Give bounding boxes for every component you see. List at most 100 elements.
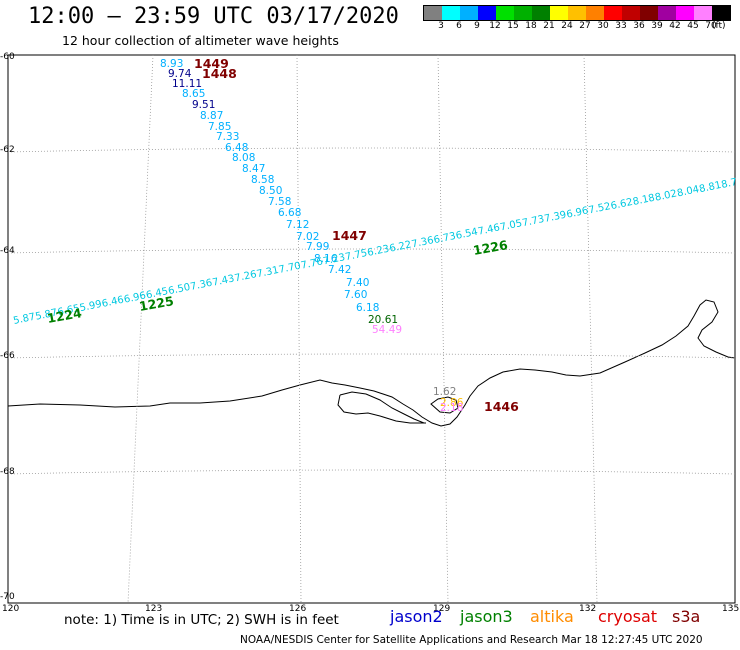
crossing-track-value: 7.36 [411,235,435,250]
map-frame [7,54,736,604]
parallel-line [7,469,736,475]
crossing-track-value: 6.96 [565,205,589,220]
colorbar-swatch [496,6,514,20]
diagonal-track-value: 9.74 [168,68,192,80]
crossing-track-value: 8.02 [654,188,678,203]
parallel-line [7,353,736,359]
colorbar-tick-label: 45 [687,21,699,31]
crossing-track-value: 7.70 [278,261,302,276]
colorbar-tick-label: 18 [525,21,537,31]
diagonal-track-value: 54.49 [372,324,402,336]
colorbar-swatch [658,6,676,20]
colorbar-swatch [586,6,604,20]
diagonal-track-value: 7.58 [268,196,291,208]
diagonal-track-value: 8.87 [200,110,223,122]
coast-inlet [339,391,425,424]
crossing-track-value: 6.65 [57,303,81,318]
colorbar-swatch [532,6,550,20]
colorbar-swatch [478,6,496,20]
diagonal-track-value: 7.99 [306,241,329,253]
colorbar-tick-label: 12 [489,21,501,31]
crossing-track-value: 5.99 [79,299,103,314]
crossing-track-value: 6.96 [123,290,147,305]
longitude-tick-label: 129 [433,604,451,614]
diagonal-track-value: 7.60 [344,289,367,301]
diagonal-track-value: 11.11 [172,78,202,90]
legend-item-jason2: jason2 [390,607,443,626]
crossing-track-value: 6.46 [101,295,125,310]
footnote: note: 1) Time is in UTC; 2) SWH is in fe… [64,612,339,628]
crossing-track-value: 6.62 [610,197,634,212]
colorbar-tick-label: 30 [597,21,609,31]
colorbar-swatch [460,6,478,20]
colorbar-tick-label: 33 [615,21,627,31]
crossing-track-value: 8.04 [676,184,700,199]
crossing-track-value: 8.7 [720,177,738,191]
legend-item-s3a: s3a [672,607,701,626]
pass-time-label: 1446 [484,399,519,414]
crossing-track-value: 7.52 [588,201,612,216]
diagonal-track-value: 6.48 [225,142,248,154]
colorbar-swatch [712,6,730,20]
colorbar-swatch [568,6,586,20]
meridian-line [127,54,154,604]
meridian-line [296,54,302,604]
colorbar-units: (ft) [712,21,726,31]
coast-track-value: 2.18 [440,402,463,414]
crossing-track-value: 7.73 [521,214,545,229]
latitude-tick-label: -70 [0,592,15,602]
colorbar-swatch [514,6,532,20]
colorbar-swatch [604,6,622,20]
crossing-track-value: 6.45 [145,286,169,301]
crossing-track-value: 7.31 [256,265,280,280]
meridian-line [583,54,598,604]
pass-time-label: 1224 [46,305,83,326]
latitude-tick-label: -66 [0,351,15,361]
diagonal-track-value: 8.16 [314,253,338,265]
latitude-tick-label: -68 [0,467,15,477]
pass-time-label: 1226 [472,237,509,258]
diagonal-track-value: 8.50 [259,185,282,197]
colorbar-tick-label: 6 [456,21,462,31]
diagonal-track-value: 7.42 [328,264,351,276]
colorbar-tick-label: 39 [651,21,663,31]
pass-time-label: 1447 [332,228,367,243]
diagonal-track-value: 8.47 [242,163,265,175]
map-subtitle: 12 hour collection of altimeter wave hei… [62,33,339,48]
crossing-track-value: 6.22 [388,239,412,254]
colorbar-tick-label: 3 [438,21,444,31]
colorbar-tick-label: 24 [561,21,573,31]
colorbar-tick-label: 21 [543,21,555,31]
pass-time-label: 1448 [202,66,237,81]
diagonal-track-value: 6.68 [278,207,301,219]
latitude-tick-label: -64 [0,246,15,256]
coast-island [430,396,459,414]
diagonal-track-value: 8.93 [160,58,183,70]
diagonal-track-value: 7.33 [216,131,239,143]
parallel-line [7,248,736,254]
colorbar-tick-label: 70 [705,21,717,31]
colorbar-tick-label: 36 [633,21,645,31]
colorbar-tick-label: 15 [507,21,519,31]
longitude-tick-label: 132 [579,604,597,614]
crossing-track-value: 7.75 [344,248,368,263]
colorbar-swatch [550,6,568,20]
latitude-tick-label: -60 [0,52,15,62]
diagonal-track-value: 7.40 [346,277,369,289]
credit-line: NOAA/NESDIS Center for Satellite Applica… [240,634,703,646]
coast-track-value: 1.62 [433,386,456,398]
crossing-track-value: 7.43 [211,273,235,288]
longitude-tick-label: 126 [289,604,307,614]
crossing-track-value: 7.76 [300,256,324,271]
colorbar-swatch [622,6,640,20]
diagonal-track-value: 8.08 [232,152,255,164]
pass-time-label: 1449 [194,56,229,71]
crossing-track-value: 6.73 [433,231,457,246]
crossing-track-value: 5.87 [34,307,58,322]
crossing-track-value: 7.36 [189,278,213,293]
crossing-track-value: 6.54 [455,227,479,242]
colorbar [423,5,731,21]
colorbar-swatch [694,6,712,20]
crossing-track-value: 5.87 [12,312,36,327]
